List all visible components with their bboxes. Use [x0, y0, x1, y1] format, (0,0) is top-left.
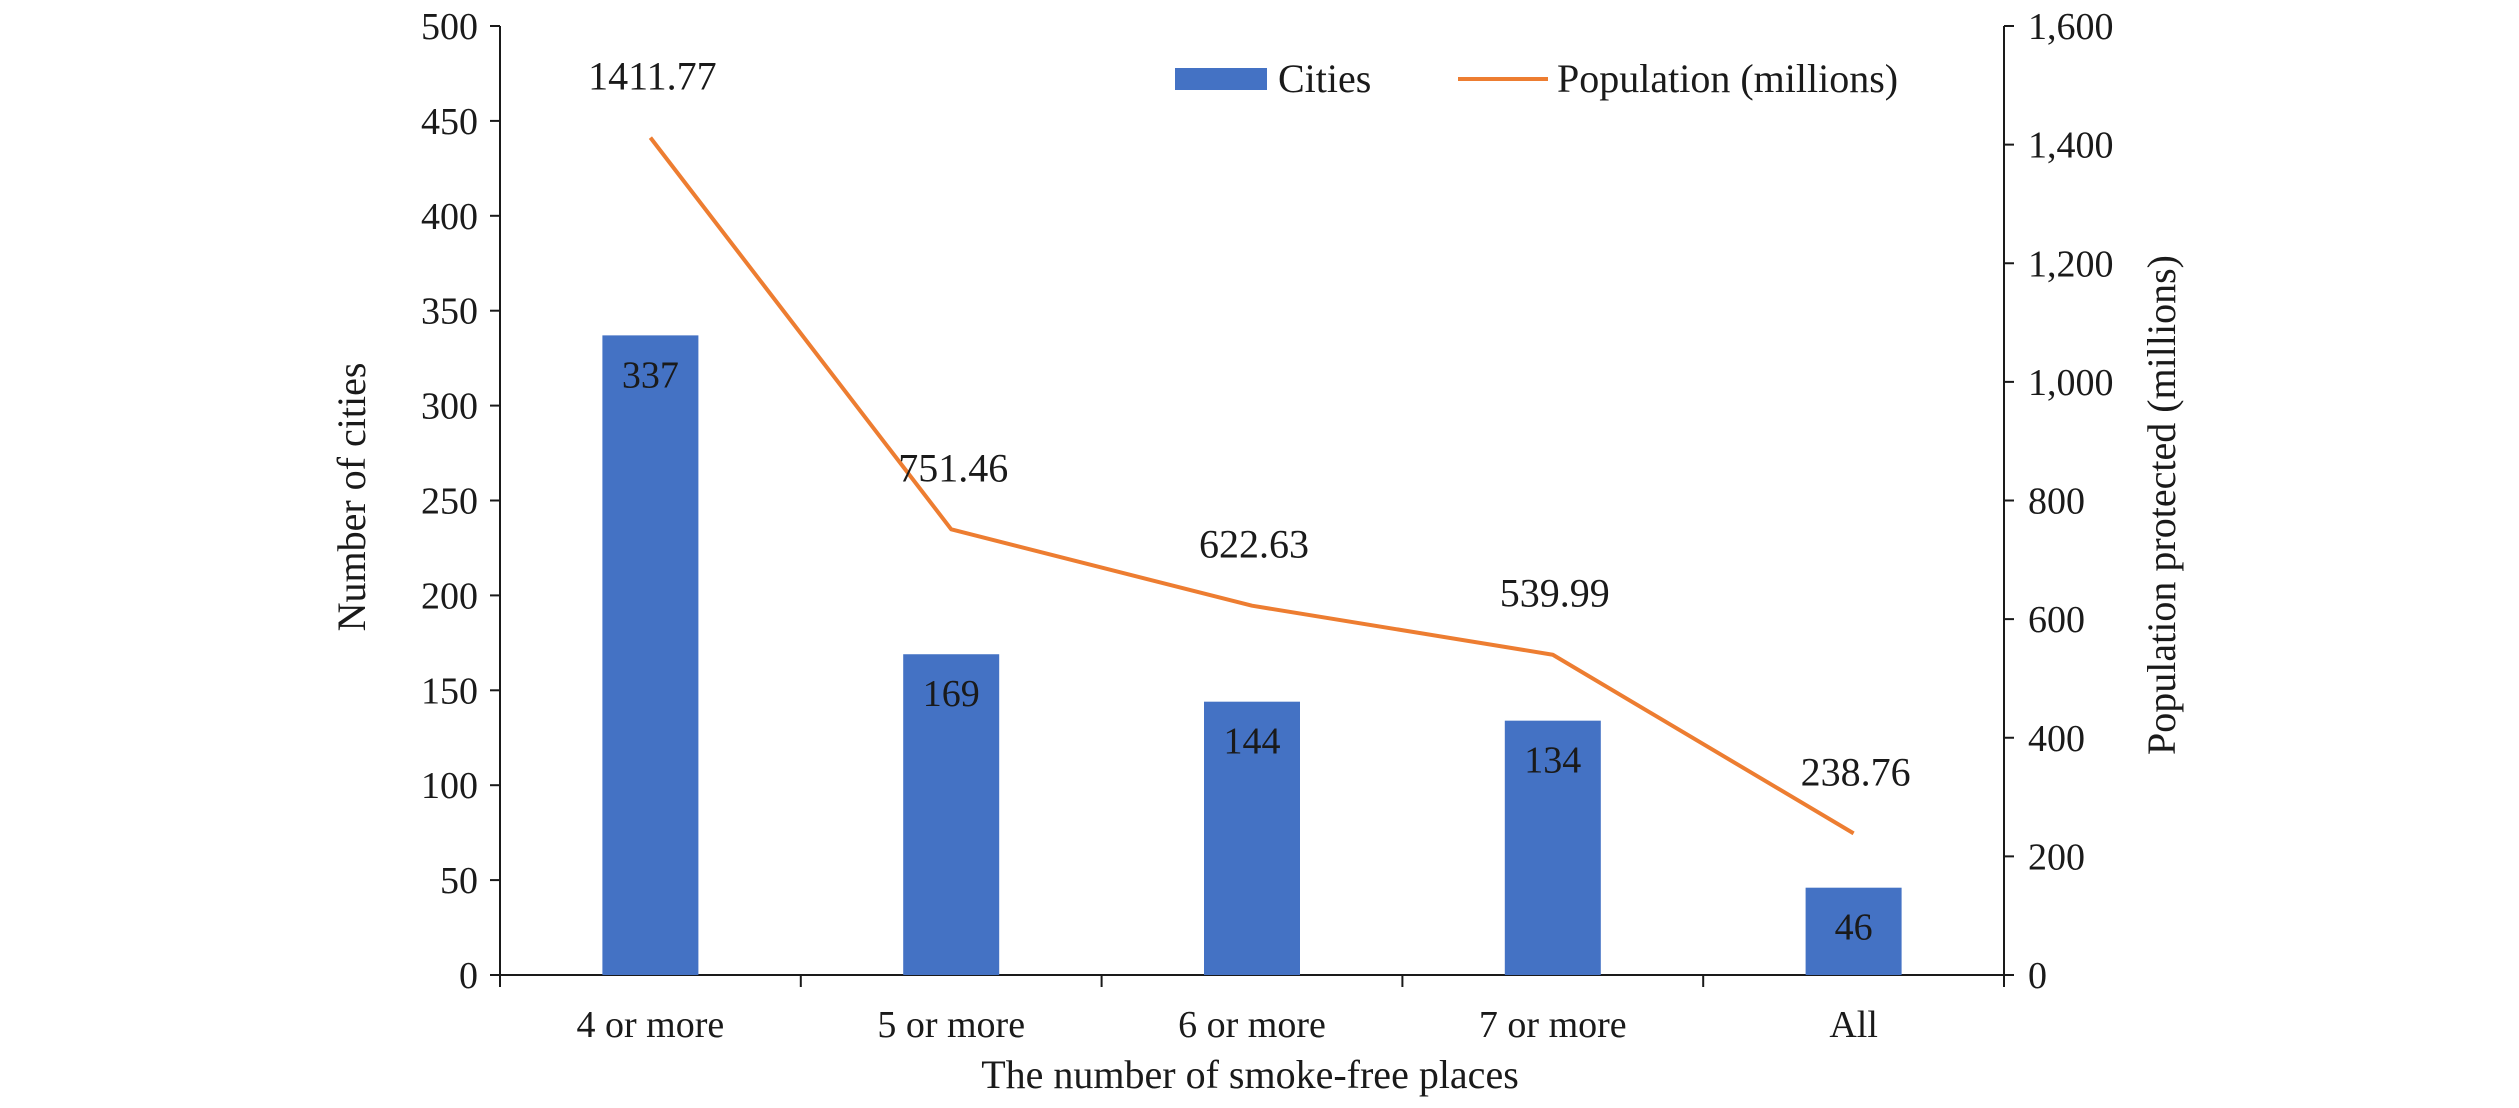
bar-value-label: 144	[1224, 721, 1281, 763]
legend: Cities Population (millions)	[1175, 56, 1898, 101]
y2-tick-label: 0	[2028, 955, 2047, 997]
legend-swatch-cities	[1175, 68, 1267, 90]
y-tick-label: 500	[421, 6, 478, 48]
y-tick-label: 150	[421, 670, 478, 712]
x-tick-label: 7 or more	[1479, 1004, 1627, 1046]
x-tick-label: 5 or more	[877, 1004, 1025, 1046]
y-tick-label: 450	[421, 101, 478, 143]
y-tick-label: 200	[421, 575, 478, 617]
y-tick-label: 250	[421, 481, 478, 523]
y-tick-label: 0	[459, 955, 478, 997]
x-tick-label: 4 or more	[577, 1004, 725, 1046]
bar-value-label: 337	[622, 354, 679, 396]
y-tick-label: 400	[421, 196, 478, 238]
bar-cities	[602, 335, 698, 975]
bar-value-label: 46	[1835, 907, 1873, 949]
y-tick-label: 350	[421, 291, 478, 333]
bar-value-label: 134	[1524, 740, 1581, 782]
y2-tick-label: 800	[2028, 481, 2085, 523]
y2-tick-label: 400	[2028, 718, 2085, 760]
line-value-label: 238.76	[1801, 749, 1911, 794]
legend-label-population: Population (millions)	[1557, 56, 1898, 101]
y2-axis-title: Population protected (millions)	[2139, 255, 2184, 755]
y2-tick-label: 200	[2028, 836, 2085, 878]
y-tick-label: 300	[421, 386, 478, 428]
y-axis-title: Number of cities	[329, 363, 374, 632]
legend-label-cities: Cities	[1278, 56, 1371, 101]
y2-tick-label: 1,000	[2028, 362, 2114, 404]
x-tick-label: 6 or more	[1178, 1004, 1326, 1046]
bar-series	[602, 335, 1901, 975]
line-value-label: 751.46	[898, 445, 1008, 490]
y2-tick-label: 600	[2028, 599, 2085, 641]
y-tick-label: 100	[421, 765, 478, 807]
y-tick-label: 50	[440, 860, 478, 902]
bar-value-label: 169	[923, 673, 980, 715]
x-tick-label: All	[1829, 1004, 1878, 1046]
y2-tick-label: 1,600	[2028, 6, 2114, 48]
line-value-label: 539.99	[1500, 571, 1610, 616]
line-value-label: 622.63	[1199, 522, 1309, 567]
x-axis-title: The number of smoke-free places	[981, 1052, 1519, 1097]
line-value-label: 1411.77	[588, 54, 717, 99]
y2-tick-label: 1,200	[2028, 243, 2114, 285]
y2-tick-label: 1,400	[2028, 125, 2114, 167]
